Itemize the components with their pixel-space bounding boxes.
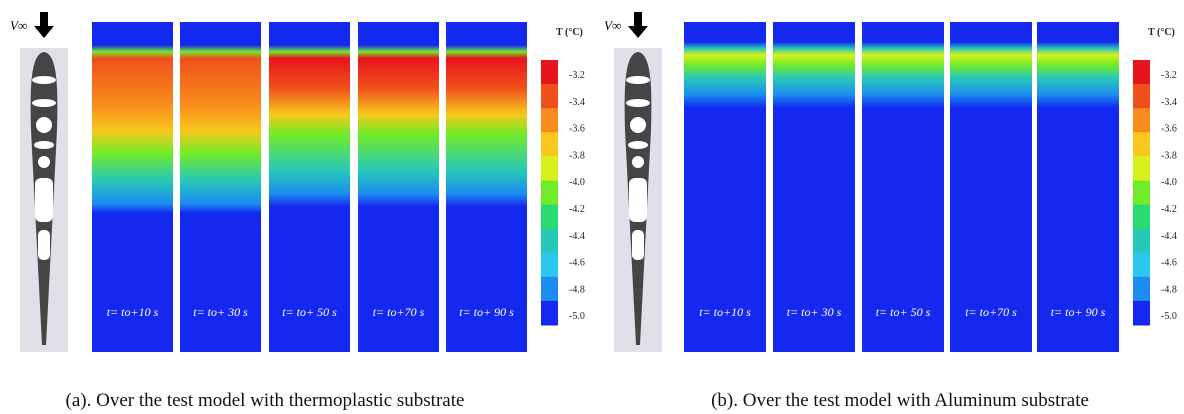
flow-arrow [34, 12, 54, 38]
colorbar-swatch [541, 108, 558, 133]
thermal-frame [950, 22, 1032, 352]
airfoil-hole [626, 99, 650, 107]
colorbar-swatch [1133, 132, 1150, 157]
colorbar-title: T (°C) [556, 27, 583, 38]
colorbar-tick-label: -4.0 [1161, 177, 1177, 188]
colorbar-swatch [1133, 60, 1150, 85]
colorbar-swatch [541, 276, 558, 302]
thermal-frame [773, 22, 855, 352]
airfoil-hole [38, 156, 50, 168]
colorbar-swatch [1133, 180, 1150, 206]
airfoil-hole [632, 156, 644, 168]
colorbar-tick-label: -5.0 [569, 311, 585, 322]
flow-arrow [628, 12, 648, 38]
airfoil-hole [626, 76, 650, 84]
time-label: t= to+ 50 s [876, 305, 931, 319]
colorbar-swatch [541, 132, 558, 157]
colorbar-swatch [541, 300, 558, 326]
velocity-label: V∞ [604, 18, 621, 33]
thermal-frame [446, 22, 527, 352]
colorbar-swatch [1133, 156, 1150, 181]
colorbar-swatch [541, 228, 558, 254]
velocity-label: V∞ [10, 18, 27, 33]
colorbar-swatch [541, 156, 558, 181]
time-label: t= to+ 90 s [459, 305, 514, 319]
airfoil-hole [32, 99, 56, 107]
airfoil-hole [35, 178, 53, 222]
colorbar-tick-label: -4.0 [569, 177, 585, 188]
colorbar-tick-label: -3.2 [569, 70, 585, 81]
colorbar-swatch [541, 60, 558, 85]
thermal-frame [358, 22, 439, 352]
colorbar-swatch [1133, 300, 1150, 326]
caption: (b). Over the test model with Aluminum s… [711, 390, 1089, 411]
colorbar-swatch [541, 204, 558, 230]
colorbar-swatch [1133, 252, 1150, 278]
colorbar-tick-label: -3.6 [1161, 124, 1177, 135]
colorbar-tick-label: -3.4 [1161, 97, 1177, 108]
time-label: t= to+10 s [107, 305, 159, 319]
colorbar-tick-label: -4.6 [569, 258, 585, 269]
time-label: t= to+ 30 s [787, 305, 842, 319]
colorbar-swatch [1133, 228, 1150, 254]
time-label: t= to+70 s [373, 305, 425, 319]
airfoil-hole [629, 178, 647, 222]
colorbar-tick-label: -4.2 [569, 204, 585, 215]
thermal-frame [684, 22, 766, 352]
time-label: t= to+ 50 s [282, 305, 337, 319]
colorbar-tick-label: -3.4 [569, 97, 585, 108]
thermal-frame [92, 22, 173, 352]
colorbar-tick-label: -5.0 [1161, 311, 1177, 322]
colorbar-swatch [1133, 84, 1150, 109]
colorbar-tick-label: -3.8 [1161, 150, 1177, 161]
colorbar-tick-label: -4.8 [569, 284, 585, 295]
colorbar-tick-label: -3.6 [569, 124, 585, 135]
colorbar-tick-label: -3.2 [1161, 70, 1177, 81]
airfoil-hole [36, 117, 52, 133]
colorbar-swatch [541, 84, 558, 109]
colorbar-tick-label: -4.8 [1161, 284, 1177, 295]
colorbar-swatch [541, 180, 558, 206]
time-label: t= to+70 s [965, 305, 1017, 319]
thermal-frame [180, 22, 261, 352]
thermal-frame [1037, 22, 1119, 352]
colorbar-tick-label: -4.4 [569, 231, 585, 242]
colorbar-tick-label: -4.4 [1161, 231, 1177, 242]
colorbar-tick-label: -3.8 [569, 150, 585, 161]
airfoil-hole [630, 117, 646, 133]
colorbar-swatch [1133, 276, 1150, 302]
colorbar-tick-label: -4.2 [1161, 204, 1177, 215]
thermal-frame [862, 22, 944, 352]
airfoil-hole [632, 230, 644, 260]
caption: (a). Over the test model with thermoplas… [66, 390, 465, 411]
airfoil-hole [628, 141, 648, 149]
time-label: t= to+ 30 s [193, 305, 248, 319]
colorbar-swatch [541, 252, 558, 278]
thermal-frame [269, 22, 350, 352]
time-label: t= to+ 90 s [1051, 305, 1106, 319]
airfoil-hole [34, 141, 54, 149]
colorbar-title: T (°C) [1148, 27, 1175, 38]
airfoil-hole [32, 76, 56, 84]
colorbar-swatch [1133, 204, 1150, 230]
colorbar-swatch [1133, 108, 1150, 133]
airfoil-hole [38, 230, 50, 260]
colorbar-tick-label: -4.6 [1161, 258, 1177, 269]
time-label: t= to+10 s [699, 305, 751, 319]
